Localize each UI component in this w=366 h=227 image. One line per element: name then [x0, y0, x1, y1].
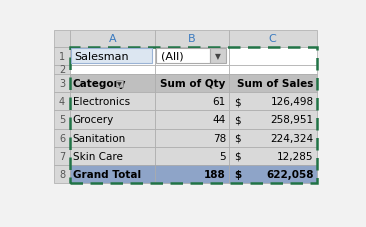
Text: Category: Category — [73, 79, 126, 89]
Text: 8: 8 — [59, 169, 65, 179]
Bar — [155, 147, 229, 165]
Text: $: $ — [234, 169, 241, 179]
Text: Sum of Qty: Sum of Qty — [161, 79, 226, 89]
Text: 5: 5 — [219, 151, 226, 161]
Bar — [155, 65, 229, 75]
Bar — [70, 47, 317, 183]
Text: 3: 3 — [59, 79, 65, 89]
Bar — [54, 129, 70, 147]
Text: 188: 188 — [204, 169, 226, 179]
Text: B: B — [188, 34, 196, 44]
Text: ▼: ▼ — [215, 52, 221, 61]
Bar — [54, 75, 70, 93]
Text: (All): (All) — [161, 51, 183, 61]
Bar — [70, 93, 155, 111]
Bar — [70, 65, 155, 75]
Text: 1: 1 — [59, 51, 65, 61]
Bar — [156, 49, 210, 64]
Text: $: $ — [234, 133, 240, 143]
Bar — [54, 47, 70, 65]
Bar — [70, 111, 155, 129]
Bar — [229, 147, 317, 165]
Text: 258,951: 258,951 — [271, 115, 314, 125]
Bar — [54, 111, 70, 129]
Bar — [54, 65, 70, 75]
Bar — [229, 129, 317, 147]
Text: Grocery: Grocery — [73, 115, 114, 125]
Text: 61: 61 — [213, 97, 226, 107]
Bar — [229, 93, 317, 111]
Text: 4: 4 — [59, 97, 65, 107]
Text: 2: 2 — [59, 65, 65, 75]
Text: $: $ — [234, 151, 240, 161]
Bar — [229, 111, 317, 129]
Text: Grand Total: Grand Total — [73, 169, 141, 179]
Bar — [70, 165, 155, 183]
Bar — [54, 147, 70, 165]
Text: 224,324: 224,324 — [271, 133, 314, 143]
Bar — [155, 31, 229, 47]
Text: Skin Care: Skin Care — [73, 151, 123, 161]
Bar — [70, 129, 155, 147]
Bar — [155, 47, 229, 65]
Bar — [70, 75, 155, 93]
Bar — [155, 129, 229, 147]
Bar — [155, 75, 229, 93]
Text: Sanitation: Sanitation — [73, 133, 126, 143]
Text: 7: 7 — [59, 151, 65, 161]
Bar — [70, 31, 155, 47]
Bar — [71, 49, 152, 64]
Bar — [155, 165, 229, 183]
Text: 78: 78 — [213, 133, 226, 143]
Bar — [70, 147, 155, 165]
Bar — [229, 65, 317, 75]
Text: 6: 6 — [59, 133, 65, 143]
Text: Salesman: Salesman — [74, 51, 129, 61]
Bar — [229, 31, 317, 47]
Bar — [210, 49, 226, 64]
Text: Sum of Sales: Sum of Sales — [238, 79, 314, 89]
Bar — [229, 47, 317, 65]
Text: $: $ — [234, 115, 240, 125]
Bar — [229, 75, 317, 93]
Text: A: A — [109, 34, 116, 44]
Text: Electronics: Electronics — [73, 97, 130, 107]
Text: 622,058: 622,058 — [266, 169, 314, 179]
Text: 12,285: 12,285 — [277, 151, 314, 161]
Bar — [54, 165, 70, 183]
Text: 44: 44 — [213, 115, 226, 125]
Bar — [54, 31, 70, 47]
Text: $: $ — [234, 97, 240, 107]
Bar — [54, 93, 70, 111]
Bar — [155, 93, 229, 111]
Text: ▼: ▼ — [117, 81, 122, 86]
Text: 5: 5 — [59, 115, 65, 125]
Bar — [155, 111, 229, 129]
Bar — [229, 165, 317, 183]
Bar — [70, 47, 155, 65]
Text: 126,498: 126,498 — [271, 97, 314, 107]
Text: C: C — [269, 34, 277, 44]
